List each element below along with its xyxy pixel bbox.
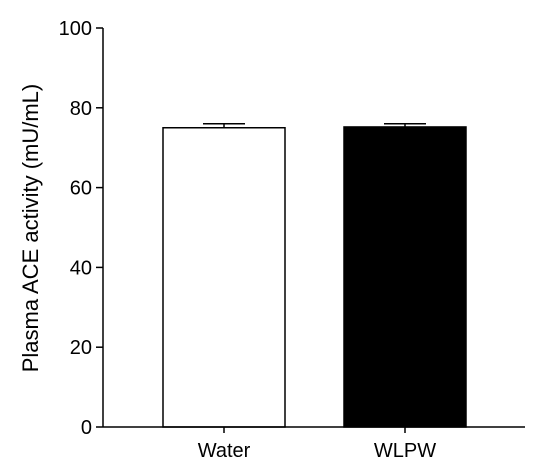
y-tick-label: 40 <box>70 257 92 279</box>
y-tick-label: 0 <box>81 417 92 439</box>
x-tick-label: WLPW <box>374 440 436 462</box>
y-tick-label: 80 <box>70 98 92 120</box>
plot-area: Water WLPW 0 20 40 60 80 100 <box>59 18 525 462</box>
x-tick-label: Water <box>198 440 251 462</box>
y-tick-label: 100 <box>59 18 92 40</box>
y-axis-title: Plasma ACE activity (mU/mL) <box>18 84 43 373</box>
y-tick-label: 20 <box>70 337 92 359</box>
bar-water <box>162 127 286 428</box>
y-tick-label: 60 <box>70 178 92 200</box>
bar-wlpw <box>343 126 467 428</box>
